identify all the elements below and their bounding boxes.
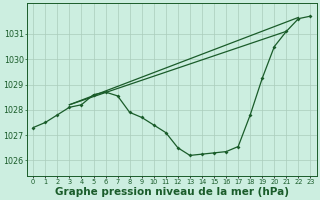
X-axis label: Graphe pression niveau de la mer (hPa): Graphe pression niveau de la mer (hPa) (55, 187, 289, 197)
